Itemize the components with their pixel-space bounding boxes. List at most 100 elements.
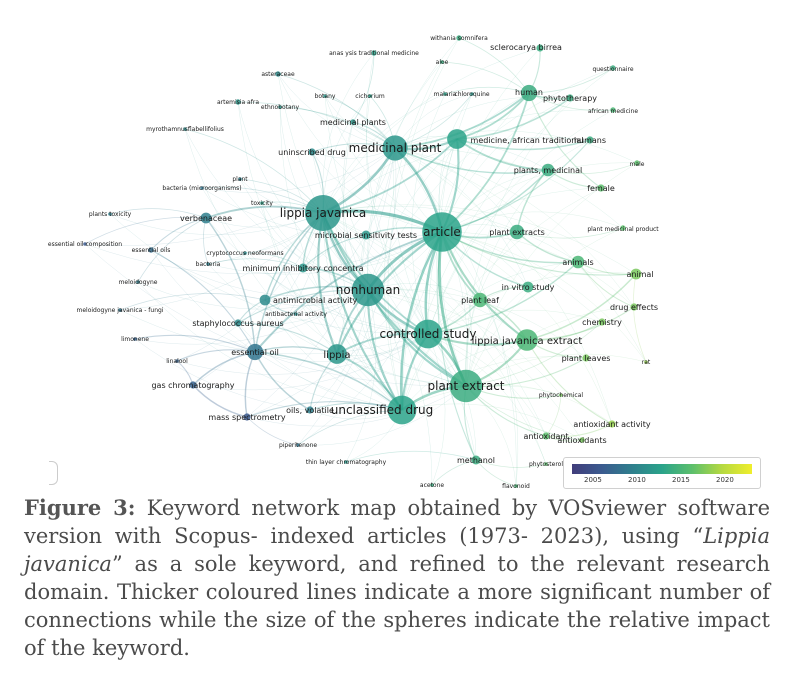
- node-lippia-javanica[interactable]: [305, 195, 341, 231]
- node-essential-oils[interactable]: [148, 247, 154, 253]
- fibre-medicinal-plant-antioxidant-activity: [394, 147, 613, 425]
- node-antimicrobial-activity[interactable]: [259, 294, 271, 306]
- node-plant-extracts[interactable]: [509, 224, 525, 240]
- node-ansyss-traditional-medicine[interactable]: [371, 50, 377, 56]
- link-verbenaceae-essential-oils: [150, 217, 207, 251]
- node-medicine-african-traditional[interactable]: [447, 129, 467, 149]
- fibre-medicinal-plant-piperitenone: [297, 147, 397, 446]
- node-verbenaceae[interactable]: [200, 212, 212, 224]
- node-botany[interactable]: [323, 94, 327, 98]
- node-phytotherapy[interactable]: [566, 94, 574, 102]
- fibre-unclassified-drug-lippia-javanica: [322, 212, 403, 411]
- node-lippia-javanica-extract[interactable]: [516, 329, 538, 351]
- node-bacteria[interactable]: [206, 262, 210, 266]
- node-thin-layer-chromatography[interactable]: [344, 460, 348, 464]
- fibre-nonhuman-meloidogyne: [137, 281, 369, 310]
- node-essential-oil-composition[interactable]: [83, 242, 87, 246]
- node-acetone[interactable]: [430, 483, 434, 487]
- fibre-unclassified-drug-limonene: [134, 338, 403, 414]
- fibre-lippia-javanica-animal: [322, 204, 637, 275]
- node-microbial-sensitivity-tests[interactable]: [361, 230, 371, 240]
- node-minimum-inhibitory-concentra[interactable]: [298, 263, 308, 273]
- node-female[interactable]: [597, 184, 605, 192]
- node-bacteria-microorganisms[interactable]: [200, 186, 204, 190]
- node-chemistry[interactable]: [598, 318, 606, 326]
- node-nonhuman[interactable]: [351, 273, 385, 307]
- node-plant[interactable]: [238, 177, 242, 181]
- label-plant-medicinal-product: plant medicinal product: [587, 226, 659, 233]
- node-rat[interactable]: [644, 360, 648, 364]
- fibre-article-male: [441, 162, 638, 233]
- node-unclassified-drug[interactable]: [387, 395, 417, 425]
- label-medicinal-plants: medicinal plants: [320, 118, 386, 127]
- fibre-nonhuman-artemisia-afra: [237, 101, 369, 291]
- node-myrothamnus[interactable]: [183, 127, 187, 131]
- fibre-plant-extract-medicine-african-traditional: [436, 138, 467, 387]
- node-cryptococcus-neoformans[interactable]: [243, 251, 247, 255]
- label-male: male: [630, 161, 645, 168]
- node-phytosterol[interactable]: [544, 462, 548, 466]
- node-medicinal-plants[interactable]: [350, 119, 356, 125]
- node-malaria[interactable]: [443, 92, 447, 96]
- node-controlled-study[interactable]: [413, 319, 443, 349]
- link-medicinal-plant-artemisia-afra: [237, 101, 396, 149]
- node-antibacterial-activity[interactable]: [294, 312, 298, 316]
- node-mass-spectrometry[interactable]: [243, 413, 251, 421]
- node-asteraceae[interactable]: [275, 71, 281, 77]
- fibre-medicinal-plant-male: [394, 130, 638, 164]
- node-staphylococcus-aureus[interactable]: [234, 319, 242, 327]
- node-plant-extract[interactable]: [449, 369, 483, 403]
- node-plant-leaf[interactable]: [472, 292, 488, 308]
- node-questionnaire[interactable]: [610, 65, 616, 71]
- link-medicine-african-traditional-plants-medicinal: [456, 138, 549, 171]
- node-linalool[interactable]: [175, 359, 179, 363]
- node-antioxidants[interactable]: [579, 437, 585, 443]
- node-drug-effects[interactable]: [630, 303, 638, 311]
- label-asteraceae: asteraceae: [261, 71, 295, 78]
- node-withania-somnifera[interactable]: [456, 35, 462, 41]
- node-medicinal-plant[interactable]: [382, 135, 408, 161]
- node-chloroquine[interactable]: [470, 92, 474, 96]
- node-artemisia-afra[interactable]: [235, 99, 241, 105]
- fibre-article-chloroquine: [438, 93, 473, 233]
- node-male[interactable]: [634, 160, 640, 166]
- node-human[interactable]: [520, 84, 538, 102]
- node-animal[interactable]: [630, 268, 642, 280]
- node-antioxidant[interactable]: [542, 432, 550, 440]
- fibre-medicinal-plant-plant-extracts: [394, 147, 518, 233]
- node-plant-leaves[interactable]: [582, 354, 590, 362]
- link-article-essential-oil: [254, 231, 443, 353]
- node-in-vitro-study[interactable]: [522, 281, 534, 293]
- node-uninscribed-drug[interactable]: [308, 148, 316, 156]
- node-gas-chromatography[interactable]: [189, 381, 197, 389]
- node-methanol[interactable]: [471, 455, 481, 465]
- node-meloidogyne-javanica[interactable]: [118, 308, 122, 312]
- node-article[interactable]: [422, 212, 462, 252]
- link-plants-medicinal-plant-extracts: [516, 169, 549, 233]
- node-humans[interactable]: [586, 136, 594, 144]
- node-cichorium[interactable]: [368, 94, 372, 98]
- fibre-article-bacteria-microorganisms: [201, 187, 443, 240]
- node-lippia[interactable]: [327, 344, 347, 364]
- node-aloe[interactable]: [440, 60, 444, 64]
- node-flavonoid[interactable]: [514, 484, 518, 488]
- label-antioxidant-activity: antioxidant activity: [573, 420, 650, 429]
- node-essential-oil[interactable]: [246, 343, 264, 361]
- node-meloidogyne[interactable]: [136, 280, 140, 284]
- node-phytochemical[interactable]: [559, 393, 563, 397]
- node-piperitenone[interactable]: [296, 443, 300, 447]
- node-plants-toxicity[interactable]: [108, 212, 112, 216]
- node-oils-volatile[interactable]: [306, 406, 314, 414]
- node-limonene[interactable]: [133, 337, 137, 341]
- fibre-lippia-javanica-meloidogyne-javanica: [119, 212, 324, 311]
- node-plant-medicinal-product[interactable]: [620, 225, 626, 231]
- node-antioxidant-activity[interactable]: [608, 420, 616, 428]
- label-chemistry: chemistry: [582, 318, 622, 327]
- node-sclerocarya-birrea[interactable]: [536, 44, 544, 52]
- node-ethnobotany[interactable]: [278, 105, 282, 109]
- node-animals[interactable]: [571, 255, 585, 269]
- link-plant-extracts-plant-medicinal-product: [516, 227, 624, 239]
- node-plants-medicinal[interactable]: [541, 163, 555, 177]
- node-african-medicine[interactable]: [610, 107, 616, 113]
- node-toxicity[interactable]: [260, 201, 264, 205]
